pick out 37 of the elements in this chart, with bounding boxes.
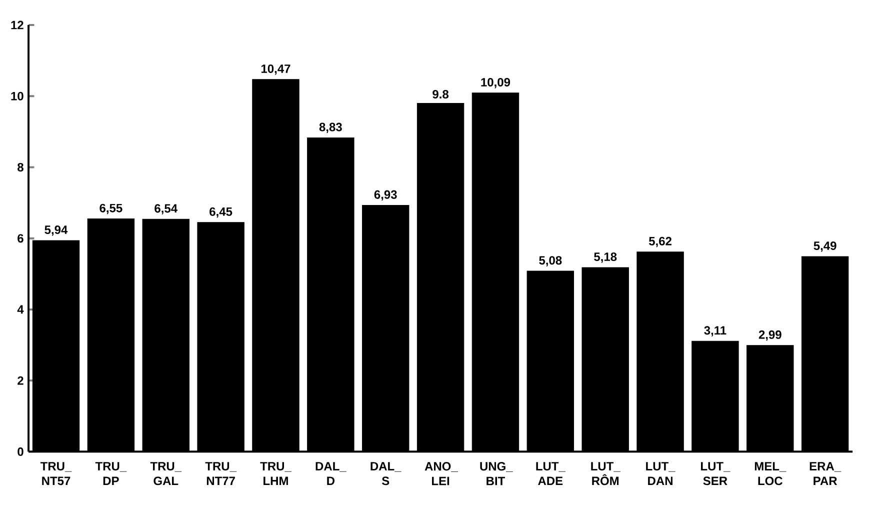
x-tick-label: LUT_ RÔM: [591, 462, 620, 486]
data-label: 6,45: [210, 207, 232, 218]
data-label: 2,99: [758, 330, 782, 341]
data-label: 5,49: [814, 242, 836, 252]
x-tick-label: UNG_ BIT: [480, 462, 513, 486]
x-tick-label: LUT_ SER: [701, 462, 730, 486]
x-tick-label: LUT_ DAN: [646, 462, 676, 485]
data-label: 10,09: [481, 78, 510, 88]
data-label: 5,08: [539, 256, 562, 266]
y-tick-label: 12: [11, 20, 24, 30]
x-tick-label: DAL_ D: [316, 462, 346, 485]
x-tick-label: LUT_ ADE: [536, 462, 566, 485]
y-tick-label: 2: [18, 376, 24, 385]
y-tick-label: 8: [18, 162, 24, 172]
data-label: 6,55: [100, 204, 122, 214]
data-label: 6,54: [154, 204, 178, 214]
data-label: 6,93: [374, 190, 397, 201]
data-label: 10,47: [261, 64, 290, 75]
y-tick-label: 0: [18, 447, 24, 456]
y-tick-label: 6: [18, 234, 24, 243]
x-tick-label: TRU_ NT57: [40, 462, 72, 486]
data-label: 3,11: [704, 326, 726, 336]
x-tick-label: ANO_ LEI: [424, 462, 458, 486]
x-tick-label: TRU_ LHM: [260, 462, 292, 485]
data-label: 8,83: [319, 122, 342, 133]
y-tick-label: 4: [17, 305, 24, 314]
data-label: 5,18: [594, 252, 617, 263]
y-tick-label: 10: [11, 92, 24, 100]
x-tick-label: DAL_ S: [370, 462, 402, 486]
data-label: 5,62: [648, 236, 672, 248]
x-tick-label: TRU_ GAL: [150, 462, 182, 486]
x-tick-label: TRU_ NT77: [205, 462, 237, 485]
x-tick-label: MEL_ LOC: [754, 462, 786, 486]
x-tick-label: ERA_ PAR: [810, 462, 842, 485]
data-label: 5,94: [44, 226, 68, 236]
x-tick-label: TRU_ DP: [95, 462, 127, 485]
data-label: 9.8: [432, 90, 449, 99]
